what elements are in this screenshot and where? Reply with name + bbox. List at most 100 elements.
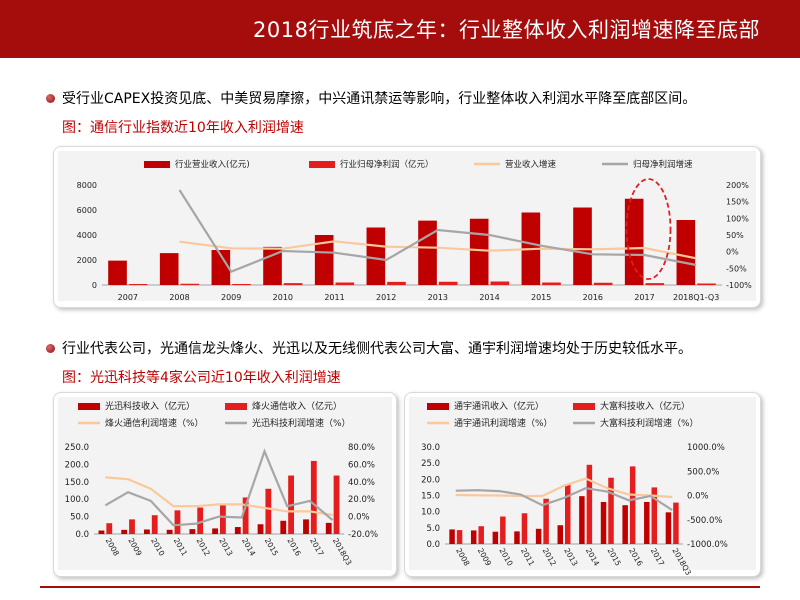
x-tick-label: 2010 xyxy=(273,293,293,302)
bar-1 xyxy=(579,496,585,544)
bullet-dot-icon xyxy=(46,94,55,103)
y-tick-label: 150.0 xyxy=(65,478,89,488)
bar-2 xyxy=(586,464,593,544)
bar-2 xyxy=(542,282,561,285)
bar-1 xyxy=(535,528,542,544)
y-tick-label: 8000 xyxy=(77,181,97,190)
x-tick-label: 2016 xyxy=(583,293,603,302)
industry-revenue-profit-chart: 0 2000 4000 6000 8000 -100% -50% 0% 50% 100% 150% 2… xyxy=(77,159,753,302)
bar-1 xyxy=(280,520,287,534)
y2-tick-label: -1000.0% xyxy=(687,540,728,550)
y2-tick-label: 1000.0% xyxy=(687,443,725,453)
y-tick-label: 6000 xyxy=(77,206,97,215)
y2-tick-label: 20.0% xyxy=(348,495,375,505)
bar-1 xyxy=(449,529,455,544)
bar-1 xyxy=(644,501,650,544)
bar-1 xyxy=(600,501,607,544)
x-tick-label: 2011 xyxy=(519,547,536,568)
bar-2 xyxy=(151,515,158,534)
legend-label: 行业归母净利润（亿元） xyxy=(340,159,434,170)
legend-swatch xyxy=(427,403,449,410)
bar-2 xyxy=(651,487,658,544)
x-tick-label: 2011 xyxy=(324,293,344,302)
bar-1 xyxy=(257,524,264,534)
bar-2 xyxy=(645,283,665,285)
chart-panel-1: 0 2000 4000 6000 8000 -100% -50% 0% 50% 100% 150% 2… xyxy=(53,146,761,308)
header-bar: 2018行业筑底之年：行业整体收入利润增速降至底部 xyxy=(0,0,800,58)
chart-panel-3: 0.0 5.0 10.0 15.0 20.0 25.0 30.0 -1000.0% -500.0… xyxy=(404,392,761,577)
y2-tick-label: -500.0% xyxy=(687,516,722,526)
y-tick-label: 5.0 xyxy=(426,524,440,534)
x-tick-label: 2017 xyxy=(649,547,666,568)
x-tick-label: 2018Q3 xyxy=(670,547,693,577)
bar-1 xyxy=(470,530,477,544)
bar-2 xyxy=(565,484,571,544)
x-tick-label: 2016 xyxy=(285,537,302,558)
x-tick-label: 2013 xyxy=(217,537,234,558)
x-tick-label: 2014 xyxy=(479,293,499,302)
legend-label: 通宇通讯利润增速（%） xyxy=(454,417,553,429)
bar-2 xyxy=(283,283,303,285)
x-tick-label: 2013 xyxy=(562,547,579,568)
x-tick-label: 2011 xyxy=(172,537,189,558)
x-tick-label: 2013 xyxy=(428,293,448,302)
bar-1 xyxy=(121,529,128,534)
legend-label: 光迅科技利润增速（%） xyxy=(252,417,351,429)
x-tick-label: 2012 xyxy=(376,293,396,302)
bar-1 xyxy=(234,527,241,534)
x-tick-label: 2008 xyxy=(169,293,189,302)
legend-label: 通宇通讯收入（亿元） xyxy=(454,400,544,412)
y-tick-label: 15.0 xyxy=(421,492,440,502)
bar-2 xyxy=(335,282,355,285)
y-tick-label: 100.0 xyxy=(65,495,89,505)
bar-2 xyxy=(333,475,340,534)
y-tick-label: 0.0 xyxy=(426,540,440,550)
x-tick-label: 2015 xyxy=(531,293,551,302)
y2-tick-label: 200% xyxy=(726,181,749,190)
y2-tick-label: -20.0% xyxy=(348,530,378,540)
series-line-1 xyxy=(179,240,697,260)
y2-tick-label: 500.0% xyxy=(687,467,719,477)
series-line-2 xyxy=(178,189,697,274)
x-tick-label: 2010 xyxy=(497,547,514,568)
y-tick-label: 20.0 xyxy=(421,475,440,485)
legend-label: 归母净利润增速 xyxy=(633,159,693,170)
bar-2 xyxy=(387,281,406,285)
bar-2 xyxy=(500,516,506,544)
x-tick-label: 2009 xyxy=(221,293,241,302)
chart-panel-2: 0.0 50.0 100.0 150.0 200.0 250.0 -20.0% 0.0% 20.… xyxy=(53,392,397,577)
bar-2 xyxy=(521,513,528,544)
bar-1 xyxy=(211,250,231,285)
bar-1 xyxy=(108,260,127,285)
bar-1 xyxy=(325,522,332,534)
x-tick-label: 2014 xyxy=(240,537,257,558)
x-tick-label: 2009 xyxy=(126,537,143,558)
legend-swatch xyxy=(573,403,595,410)
legend-label: 行业营业收入(亿元) xyxy=(175,159,250,170)
x-tick-label: 2018Q1-Q3 xyxy=(673,293,719,302)
bar-1 xyxy=(676,220,696,285)
bar-1 xyxy=(166,529,173,534)
x-tick-label: 2018Q3 xyxy=(331,537,354,567)
x-tick-label: 2010 xyxy=(149,537,166,558)
x-tick-label: 2015 xyxy=(263,537,280,558)
legend-swatch xyxy=(225,403,247,410)
y-tick-label: 30.0 xyxy=(421,443,440,453)
bullet-text-1: 受行业CAPEX投资见底、中美贸易摩擦，中兴通讯禁运等影响，行业整体收入利润水平… xyxy=(62,91,697,107)
bar-1 xyxy=(314,235,334,285)
bar-2 xyxy=(128,284,148,285)
x-tick-label: 2017 xyxy=(634,293,654,302)
x-tick-label: 2014 xyxy=(584,547,601,568)
x-tick-label: 2009 xyxy=(476,547,493,568)
bar-2 xyxy=(608,477,614,544)
y-tick-label: 0.0 xyxy=(75,530,89,540)
bar-1 xyxy=(159,253,179,285)
y2-tick-label: 150% xyxy=(726,198,749,207)
y2-tick-label: 50% xyxy=(726,231,744,240)
chart-title-2: 图：光迅科技等4家公司近10年收入利润增速 xyxy=(62,370,341,386)
bar-2 xyxy=(197,507,204,534)
fiberhome-accelink-chart: 0.0 50.0 100.0 150.0 200.0 250.0 -20.0% 0.0% 20.… xyxy=(65,400,378,567)
series-line-2 xyxy=(104,448,334,527)
bullet-dot-icon xyxy=(46,344,55,353)
bar-2 xyxy=(310,460,317,534)
